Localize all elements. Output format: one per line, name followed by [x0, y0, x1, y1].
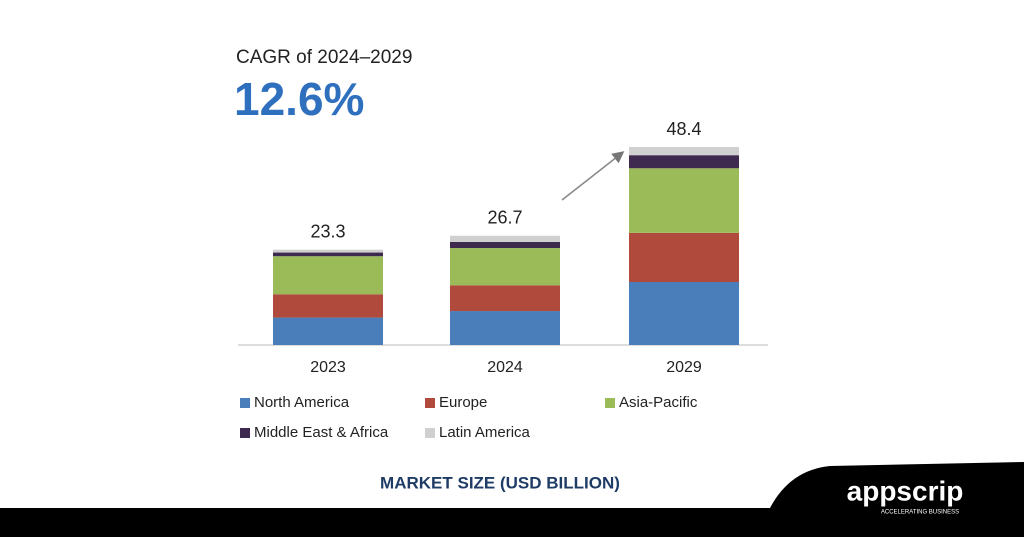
bar-segment — [450, 285, 560, 312]
chart-subtitle: CAGR of 2024–2029 — [236, 47, 412, 68]
logo: appscrip — [847, 475, 964, 506]
x-axis-title: MARKET SIZE (USD BILLION) — [380, 473, 620, 492]
bar-segment — [273, 256, 383, 295]
total-label: 26.7 — [487, 208, 522, 228]
legend-swatch — [240, 398, 250, 408]
x-tick-label: 2024 — [487, 359, 523, 376]
bar-segment — [450, 248, 560, 286]
legend-label: Latin America — [439, 424, 531, 441]
bar-segment — [450, 235, 560, 242]
bar-segment — [629, 168, 739, 233]
legend-label: Asia-Pacific — [619, 394, 698, 411]
bar-segment — [450, 311, 560, 345]
bar-segment — [629, 232, 739, 282]
total-label: 23.3 — [310, 221, 345, 241]
legend-swatch — [425, 428, 435, 438]
bar-segment — [629, 282, 739, 345]
bar-segment — [273, 252, 383, 257]
x-tick-label: 2023 — [310, 359, 346, 376]
legend-label: Middle East & Africa — [254, 424, 389, 441]
legend-swatch — [605, 398, 615, 408]
legend-label: Europe — [439, 394, 487, 411]
bar-segment — [629, 155, 739, 169]
footer-band — [0, 462, 1024, 537]
legend-swatch — [240, 428, 250, 438]
bar-segment — [273, 249, 383, 253]
legend-swatch — [425, 398, 435, 408]
growth-arrow — [561, 151, 625, 201]
bar-segment — [273, 317, 383, 345]
bar-segment — [629, 147, 739, 156]
x-tick-label: 2029 — [666, 359, 702, 376]
cagr-value: 12.6% — [234, 73, 364, 125]
bar-segment — [450, 241, 560, 249]
logo-tagline: ACCELERATING BUSINESS — [881, 510, 959, 516]
bar-segment — [273, 294, 383, 318]
total-label: 48.4 — [666, 119, 701, 139]
legend-label: North America — [254, 394, 350, 411]
